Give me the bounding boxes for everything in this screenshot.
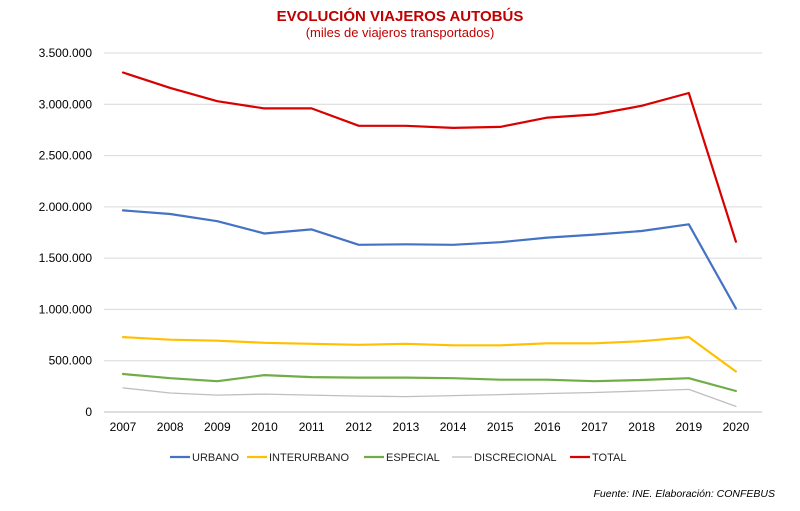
legend-label-total: TOTAL: [592, 452, 626, 464]
x-axis-ticks: 2007 2008 2009 2010 2011 2012 2013 2014 2015 2016…: [110, 420, 750, 434]
legend-label-urbano: URBANO: [192, 452, 240, 464]
y-tick-label: 2.000.000: [39, 200, 93, 214]
x-tick-label: 2015: [487, 420, 514, 434]
y-axis-ticks: 0 500.000 1.000.000 1.500.000 2.000.000 2.500…: [39, 46, 93, 419]
legend: URBANO INTERURBANO ESPECIAL DISCRECIONAL TOT…: [170, 452, 626, 464]
y-tick-label: 0: [85, 405, 92, 419]
x-tick-label: 2011: [299, 420, 325, 434]
x-tick-label: 2018: [628, 420, 655, 434]
series-line-discrecional: [122, 387, 737, 408]
x-tick-label: 2013: [393, 420, 420, 434]
y-tick-label: 1.000.000: [39, 302, 93, 316]
series-line-total: [121, 71, 738, 243]
legend-label-especial: ESPECIAL: [386, 452, 440, 464]
y-tick-label: 1.500.000: [39, 251, 93, 265]
series-line-urbano: [121, 209, 738, 310]
x-tick-label: 2012: [345, 420, 372, 434]
x-tick-label: 2017: [581, 420, 608, 434]
y-tick-label: 3.000.000: [39, 97, 93, 111]
series-line-interurbano: [121, 336, 738, 373]
x-tick-label: 2016: [534, 420, 561, 434]
x-tick-label: 2020: [723, 420, 750, 434]
series-line-especial: [121, 372, 738, 393]
chart-title: EVOLUCIÓN VIAJEROS AUTOBÚS: [277, 7, 524, 25]
x-tick-label: 2007: [110, 420, 137, 434]
y-tick-label: 3.500.000: [39, 46, 93, 60]
gridlines: [104, 52, 762, 413]
legend-label-discrecional: DISCRECIONAL: [474, 452, 557, 464]
legend-label-interurbano: INTERURBANO: [269, 452, 350, 464]
y-tick-label: 2.500.000: [39, 149, 93, 163]
x-tick-label: 2008: [157, 420, 184, 434]
series-lines: [121, 71, 738, 408]
x-tick-label: 2010: [251, 420, 278, 434]
source-note: Fuente: INE. Elaboración: CONFEBUS: [594, 488, 776, 500]
chart-subtitle: (miles de viajeros transportados): [306, 25, 495, 40]
x-tick-label: 2019: [675, 420, 702, 434]
x-tick-label: 2014: [440, 420, 467, 434]
x-tick-label: 2009: [204, 420, 231, 434]
y-tick-label: 500.000: [49, 354, 93, 368]
